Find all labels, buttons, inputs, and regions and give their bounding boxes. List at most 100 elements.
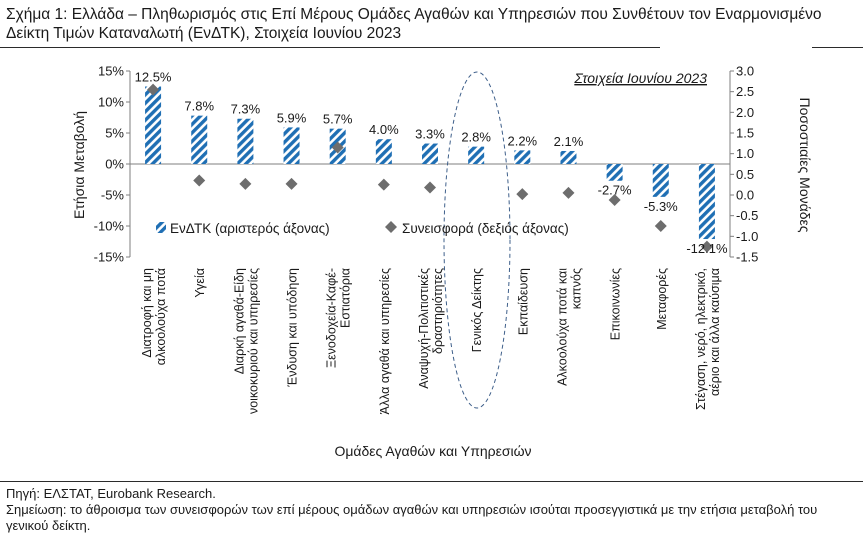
- footnote: Σημείωση: το άθροισμα των συνεισφορών τω…: [6, 502, 818, 533]
- category-label-line: Υγεία: [193, 268, 207, 298]
- category-label-line: Ξενοδοχεία-Καφέ-: [325, 268, 339, 368]
- y2-tick-label: -0.5: [736, 208, 758, 223]
- bar-value-label: -5.3%: [644, 199, 678, 214]
- contribution-marker: [377, 178, 390, 191]
- category-label: Αλκοολούχα ποτά και καπνός: [555, 268, 583, 386]
- y2-tick-label: -1.5: [736, 250, 758, 265]
- category-label-line: Διατροφή και μη: [140, 268, 154, 358]
- chart-area: 15% 10% 5% 0% -5% -10% -15% 3.0 2.5 2.0 1.5 1.0 0.5 0…: [71, 64, 813, 460]
- y2-tick-label: -1.0: [736, 229, 758, 244]
- bar: [560, 150, 577, 164]
- bar-value-label: 2.2%: [507, 133, 537, 148]
- legend: ΕνΔΤΚ (αριστερός άξονας) Συνεισφορά (δεξ…: [156, 221, 569, 236]
- contribution-marker: [562, 186, 575, 199]
- y2-axis-label: Ποσοστιαίες Μονάδες: [797, 97, 813, 232]
- category-label-line: Επικοινωνίες: [609, 268, 623, 340]
- category-label-line: αλκοολούχα ποτά: [154, 268, 168, 365]
- y-tick-label: -15%: [94, 250, 125, 265]
- category-label-line: Ένδυση και υπόδηση: [286, 268, 300, 388]
- y2-tick-label: 3.0: [736, 64, 754, 79]
- bar: [468, 146, 485, 164]
- contribution-marker: [654, 220, 667, 232]
- category-label-line: Διαρκή αγαθά-Είδη: [232, 268, 246, 374]
- category-label-line: καπνός: [569, 268, 583, 309]
- bar-value-label: 12.5%: [135, 70, 172, 85]
- category-label: Στέγαση, νερό, ηλεκτρικό, αέριο και άλλα …: [694, 268, 722, 410]
- y2-tick-label: 0.0: [736, 188, 754, 203]
- category-label: Ένδυση και υπόδηση: [286, 268, 300, 388]
- bar-value-label: 2.1%: [554, 134, 584, 149]
- general-index-highlight: [443, 71, 511, 409]
- bar: [698, 164, 715, 240]
- y-tick-label: 15%: [98, 64, 124, 79]
- contribution-marker: [193, 174, 206, 187]
- y2-tick-label: 1.0: [736, 146, 754, 161]
- bar-value-label: 7.3%: [231, 102, 261, 117]
- category-label: Ξενοδοχεία-Καφέ- Εστιατόρια: [325, 268, 353, 368]
- y-axis-label: Ετήσια Μεταβολή: [71, 111, 87, 219]
- y2-tick-label: 2.0: [736, 105, 754, 120]
- y-tick-label: -10%: [94, 219, 125, 234]
- y-tick-label: 5%: [105, 126, 124, 141]
- category-label-line: Εκπαίδευση: [516, 268, 530, 335]
- category-label: Διαρκή αγαθά-Είδη νοικοκυριού και υπηρεσί…: [232, 268, 260, 414]
- contribution-marker: [285, 177, 298, 190]
- legend-bar-swatch: [156, 222, 166, 233]
- y-tick-label: 0%: [105, 157, 124, 172]
- bar: [191, 115, 208, 164]
- title-divider-top: [0, 47, 660, 48]
- bar-value-label: 2.8%: [461, 130, 491, 145]
- contribution-marker: [147, 83, 160, 96]
- category-label: Αναψυχή-Πολιτιστικές δραστηριότητες: [417, 268, 445, 389]
- category-label: Εκπαίδευση: [516, 268, 530, 335]
- category-label-line: Εστιατόρια: [339, 268, 353, 328]
- category-label-line: δραστηριότητες: [431, 268, 445, 354]
- bar: [606, 164, 623, 181]
- footer-divider: [0, 481, 863, 482]
- category-label-line: Στέγαση, νερό, ηλεκτρικό,: [694, 268, 708, 410]
- bar-value-label: 5.9%: [277, 110, 307, 125]
- bar-value-label: 5.7%: [323, 112, 353, 127]
- y-tick-label: 10%: [98, 95, 124, 110]
- category-label: Μεταφορές: [655, 268, 669, 330]
- category-label-line: νοικοκυριού και υπηρεσίες: [246, 268, 260, 414]
- contribution-marker: [424, 181, 436, 194]
- bar-value-label: 3.3%: [415, 127, 445, 142]
- legend-bar-label: ΕνΔΤΚ (αριστερός άξονας): [170, 221, 330, 236]
- contribution-marker: [331, 141, 344, 154]
- bar: [514, 150, 531, 164]
- contribution-marker: [516, 188, 529, 201]
- bar: [237, 118, 254, 164]
- contribution-marker: [239, 177, 252, 190]
- category-label-line: Μεταφορές: [655, 268, 669, 330]
- contribution-marker: [608, 193, 621, 206]
- category-label: Διατροφή και μη αλκοολούχα ποτά: [140, 268, 168, 365]
- y2-tick-label: 2.5: [736, 84, 754, 99]
- x-axis-label: Ομάδες Αγαθών και Υπηρεσιών: [334, 443, 531, 459]
- category-label: Άλλα αγαθά και υπηρεσίες: [378, 268, 392, 414]
- category-label-line: Άλλα αγαθά και υπηρεσίες: [378, 268, 392, 414]
- category-label: Γενικός Δείκτης: [470, 268, 484, 352]
- category-label-line: Αναψυχή-Πολιτιστικές: [417, 268, 431, 389]
- bar-value-label: 4.0%: [369, 122, 399, 137]
- y-tick-label: -5%: [101, 188, 125, 203]
- bar: [283, 127, 300, 164]
- legend-diamond-label: Συνεισφορά (δεξιός άξονας): [402, 221, 569, 236]
- category-label-line: αέριο και άλλα καύσιμα: [708, 268, 722, 396]
- category-label-line: Γενικός Δείκτης: [470, 268, 484, 352]
- chart-title: Σχήμα 1: Ελλάδα – Πληθωρισμός στις Επί Μ…: [6, 6, 822, 42]
- date-annotation: Στοιχεία Ιουνίου 2023: [573, 70, 707, 86]
- bar: [145, 86, 162, 164]
- y2-tick-label: 1.5: [736, 126, 754, 141]
- bar: [375, 139, 392, 164]
- title-divider-right: [812, 47, 863, 48]
- legend-diamond-marker: [385, 221, 397, 233]
- bar-value-label: -12.1%: [686, 241, 728, 256]
- contribution-marker: [700, 240, 713, 253]
- category-label: Επικοινωνίες: [609, 268, 623, 340]
- bar-value-label: -2.7%: [598, 183, 632, 198]
- category-label: Υγεία: [193, 268, 207, 298]
- bar: [422, 143, 438, 164]
- source-note: Πηγή: ΕΛΣΤΑΤ, Eurobank Research.: [6, 486, 216, 501]
- bar-value-label: 7.8%: [184, 99, 214, 114]
